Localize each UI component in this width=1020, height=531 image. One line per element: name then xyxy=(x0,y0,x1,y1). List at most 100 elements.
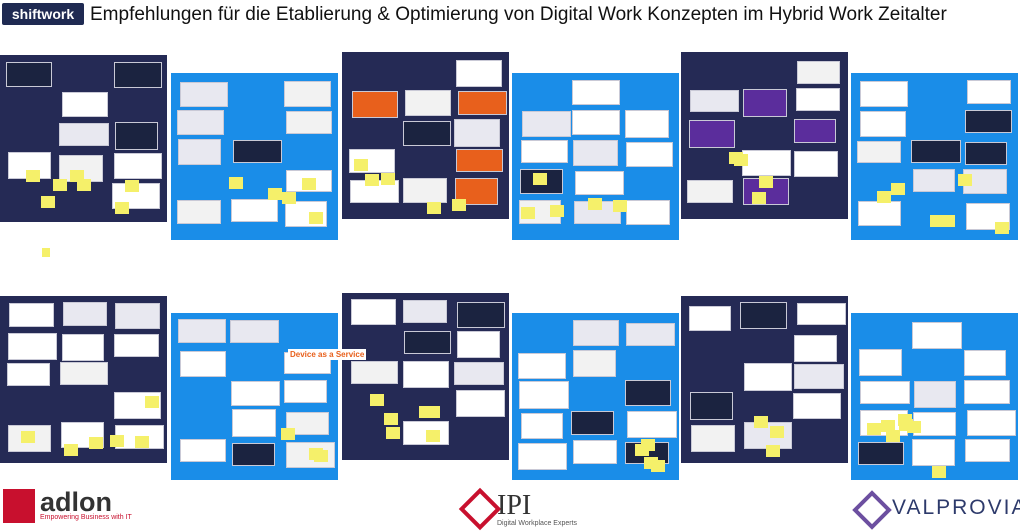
sticky-note xyxy=(427,201,442,214)
sticky-note xyxy=(369,394,384,407)
sticky-note xyxy=(770,425,785,438)
slide-thumbnail xyxy=(59,122,110,146)
sticky-note xyxy=(867,423,882,436)
sticky-note xyxy=(302,177,317,190)
sticky-note xyxy=(88,437,103,450)
slide-thumbnail xyxy=(624,379,671,406)
slide-thumbnail xyxy=(690,90,740,113)
slide-thumbnail xyxy=(860,80,908,108)
slide-thumbnail xyxy=(520,140,568,163)
sticky-note xyxy=(134,435,149,448)
whiteboard-frame xyxy=(851,313,1018,480)
slide-thumbnail xyxy=(6,362,51,386)
slide-thumbnail xyxy=(284,380,328,403)
sticky-note xyxy=(125,179,140,192)
sticky-note xyxy=(53,179,68,192)
slide-thumbnail xyxy=(963,379,1010,404)
slide-thumbnail xyxy=(518,352,566,379)
slide-thumbnail xyxy=(626,410,677,439)
slide-thumbnail xyxy=(113,62,162,89)
sticky-note xyxy=(891,182,906,195)
logo-icon xyxy=(3,489,35,523)
slide-thumbnail xyxy=(573,349,616,378)
slide-thumbnail xyxy=(230,199,278,222)
slide-thumbnail xyxy=(178,319,227,343)
sticky-note xyxy=(268,187,283,200)
sticky-note xyxy=(877,190,892,203)
slide-thumbnail xyxy=(966,79,1012,105)
whiteboard-frame xyxy=(512,313,679,480)
slide-thumbnail xyxy=(351,90,398,119)
slide-thumbnail xyxy=(8,333,57,360)
whiteboard-frame xyxy=(0,55,167,222)
sticky-note xyxy=(69,169,84,182)
sticky-note xyxy=(754,416,769,429)
logo-icon xyxy=(852,490,892,530)
sticky-note xyxy=(994,222,1009,235)
sticky-note xyxy=(41,195,56,208)
slide-thumbnail xyxy=(521,110,572,138)
slide-thumbnail xyxy=(402,121,451,146)
sticky-note xyxy=(26,169,41,182)
sticky-note xyxy=(426,405,441,418)
slide-thumbnail xyxy=(860,381,910,404)
slide-thumbnail xyxy=(625,200,670,226)
sticky-note xyxy=(588,198,603,211)
logo-name: adlon xyxy=(40,487,112,517)
sticky-note xyxy=(281,428,296,441)
slide-thumbnail xyxy=(230,319,279,343)
slide-thumbnail xyxy=(794,151,839,177)
whiteboard-frame xyxy=(342,52,509,219)
slide-thumbnail xyxy=(61,91,109,117)
sticky-note xyxy=(77,179,92,192)
ipi-logo: IPI Digital Workplace Experts xyxy=(435,487,590,531)
slide-thumbnail xyxy=(574,170,624,196)
slide-thumbnail xyxy=(795,88,840,111)
logo-name: IPI xyxy=(497,490,532,521)
sticky-note xyxy=(758,176,773,189)
slide-thumbnail xyxy=(62,302,108,326)
sticky-note xyxy=(940,215,955,228)
slide-thumbnail xyxy=(113,333,159,357)
sticky-note xyxy=(634,444,649,457)
slide-thumbnail xyxy=(860,110,906,138)
slide-thumbnail xyxy=(9,303,55,327)
sticky-note xyxy=(314,450,329,463)
sticky-note xyxy=(929,214,944,227)
slide-thumbnail xyxy=(454,362,504,386)
slide-thumbnail xyxy=(859,349,902,377)
slide-thumbnail xyxy=(455,59,503,87)
slide-thumbnail xyxy=(518,442,568,470)
sticky-note xyxy=(426,430,441,443)
slide-thumbnail xyxy=(690,392,733,420)
sticky-note xyxy=(384,413,399,426)
slide-thumbnail xyxy=(793,392,842,420)
slide-thumbnail xyxy=(115,302,160,330)
slide-thumbnail xyxy=(966,409,1017,437)
slide-thumbnail xyxy=(456,331,500,358)
slide-thumbnail xyxy=(625,110,669,138)
sticky-note xyxy=(63,444,78,457)
slide-thumbnail xyxy=(402,360,449,389)
sticky-note xyxy=(644,457,659,470)
valprovia-logo: VALPROVIA xyxy=(852,490,1020,530)
sticky-note xyxy=(354,158,369,171)
sticky-note xyxy=(42,248,50,257)
slide-thumbnail xyxy=(572,439,617,465)
slide-thumbnail xyxy=(793,119,837,144)
whiteboard-frame xyxy=(171,313,338,480)
sticky-note xyxy=(381,173,396,186)
slide-thumbnail xyxy=(61,334,105,362)
sticky-note xyxy=(145,396,160,409)
slide-thumbnail xyxy=(687,179,733,204)
slide-thumbnail xyxy=(457,90,507,116)
page-title: Empfehlungen für die Etablierung & Optim… xyxy=(90,4,947,25)
slide-thumbnail xyxy=(351,299,396,325)
slide-thumbnail xyxy=(572,319,619,347)
slide-thumbnail xyxy=(743,363,792,391)
slide-thumbnail xyxy=(285,412,330,436)
slide-thumbnail xyxy=(232,409,277,437)
whiteboard-frame xyxy=(681,52,848,219)
slide-thumbnail xyxy=(178,139,222,166)
slide-thumbnail xyxy=(231,380,281,407)
